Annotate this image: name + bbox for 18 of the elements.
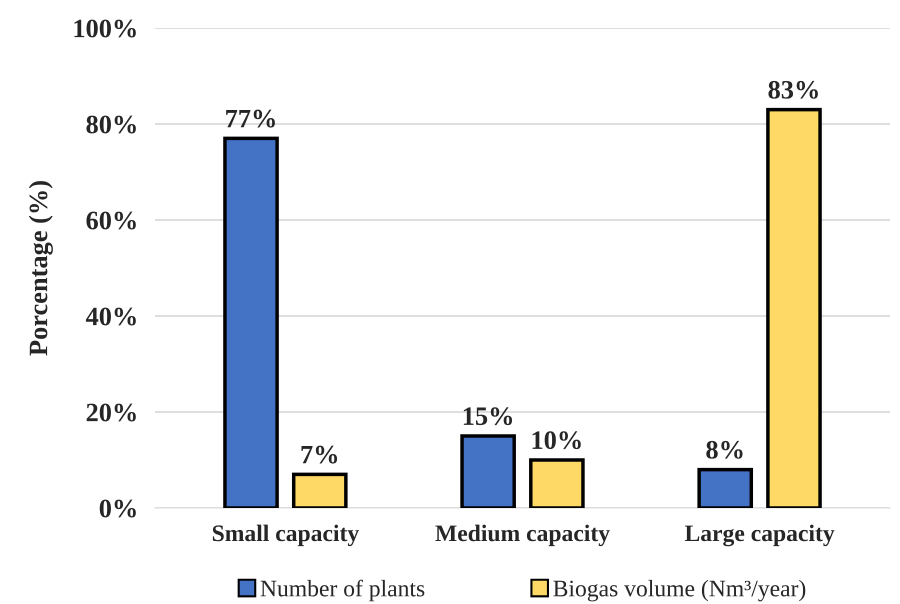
y-tick-label: 100% — [74, 20, 136, 38]
legend-label: Number of plants — [260, 580, 424, 602]
x-tick-label: Large capacity — [684, 524, 834, 546]
y-tick-label: 40% — [86, 308, 136, 326]
data-label: 10% — [532, 431, 581, 450]
y-tick-label: 60% — [86, 212, 136, 230]
data-label: 15% — [464, 407, 512, 426]
y-tick-label: 0% — [100, 500, 136, 518]
y-tick-label: 80% — [86, 116, 136, 134]
legend-label: Biogas volume (Nm³/year) — [553, 580, 806, 602]
y-axis-title: Porcentage (%) — [28, 181, 53, 356]
data-label: 77% — [226, 110, 275, 128]
data-label: 7% — [302, 446, 338, 464]
data-label: 8% — [706, 440, 743, 459]
x-tick-label: Small capacity — [212, 524, 359, 546]
data-label: 83% — [768, 80, 818, 99]
y-tick-label: 20% — [86, 404, 136, 422]
x-tick-label: Medium capacity — [435, 524, 610, 546]
